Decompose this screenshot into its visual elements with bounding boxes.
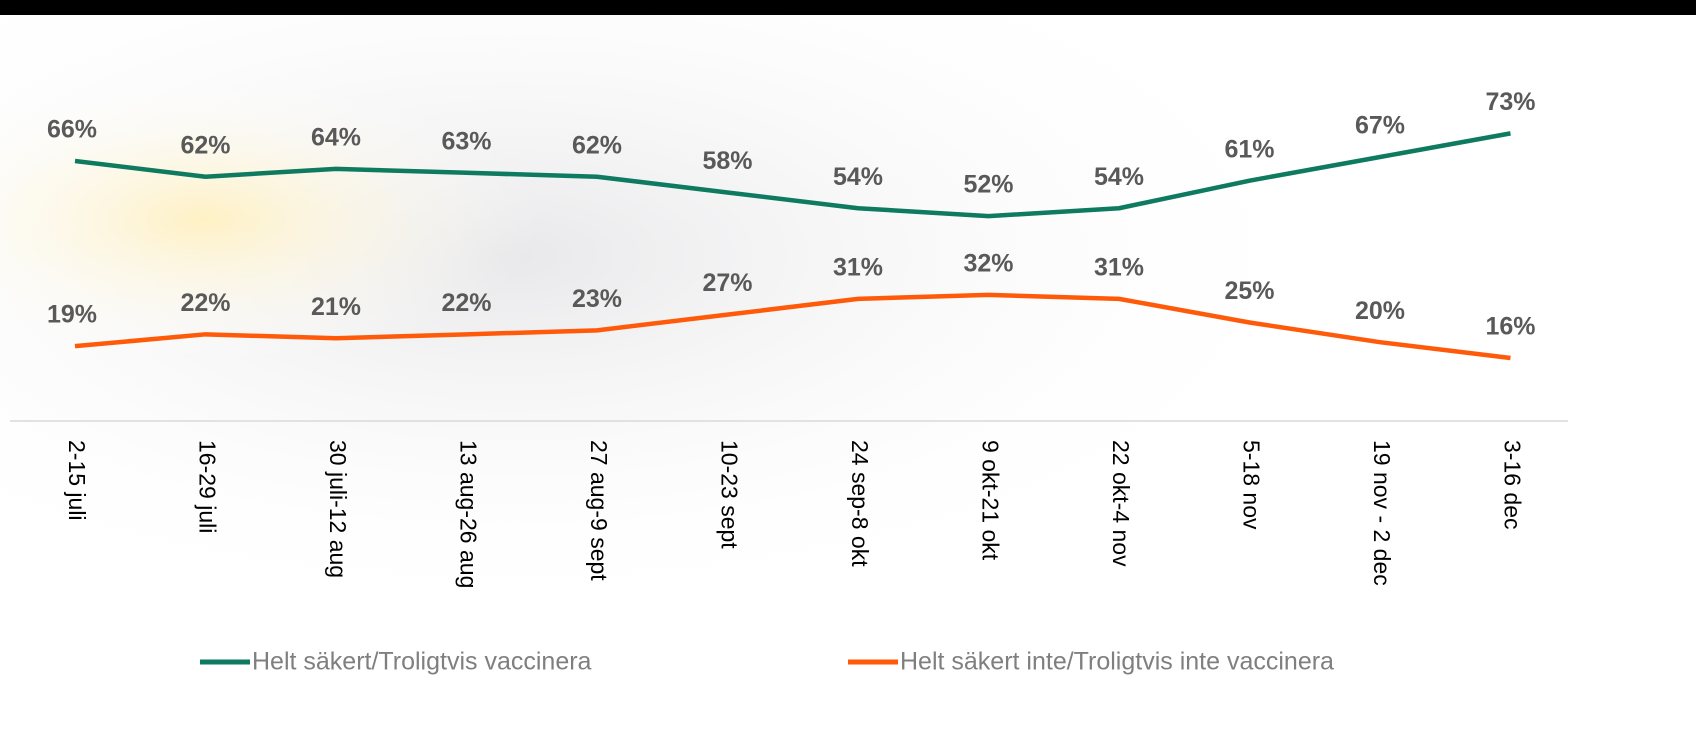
x-tick-label: 24 sep-8 okt [847,440,873,567]
data-label: 62% [180,131,230,159]
x-tick-label: 9 okt-21 okt [977,440,1003,561]
data-label: 52% [963,171,1013,199]
x-tick-label: 5-18 nov [1238,440,1264,530]
data-label: 16% [1485,313,1535,341]
x-tick-label: 10-23 sept [716,440,742,549]
data-label: 21% [311,293,361,321]
data-label: 63% [441,127,491,155]
data-label: 23% [572,285,622,313]
x-tick-label: 2-15 juli [64,440,90,521]
data-label: 64% [311,123,361,151]
data-label: 61% [1224,135,1274,163]
data-label: 22% [180,289,230,317]
data-label: 66% [47,116,97,144]
x-tick-label: 22 okt-4 nov [1108,440,1134,567]
data-label: 67% [1355,112,1405,140]
x-tick-label: 30 juli-12 aug [325,440,351,578]
x-tick-label: 27 aug-9 sept [586,440,612,581]
data-label: 31% [1094,253,1144,281]
x-tick-label: 13 aug-26 aug [455,440,481,588]
data-label: 31% [833,253,883,281]
data-label: 27% [702,269,752,297]
data-label: 73% [1485,88,1535,116]
data-label: 54% [1094,163,1144,191]
top-bar [0,0,1696,15]
data-label: 58% [702,147,752,175]
x-tick-label: 16-29 juli [194,440,220,533]
legend-label: Helt säkert/Troligtvis vaccinera [252,648,592,676]
legend-label: Helt säkert inte/Troligtvis inte vaccine… [900,648,1334,676]
x-tick-label: 19 nov - 2 dec [1369,440,1395,586]
data-label: 19% [47,301,97,329]
data-label: 22% [441,289,491,317]
data-label: 20% [1355,297,1405,325]
x-tick-label: 3-16 dec [1499,440,1525,530]
data-label: 62% [572,131,622,159]
data-label: 25% [1224,277,1274,305]
data-label: 54% [833,163,883,191]
series-line [74,292,1511,361]
series-line [74,131,1511,219]
data-label: 32% [963,250,1013,278]
